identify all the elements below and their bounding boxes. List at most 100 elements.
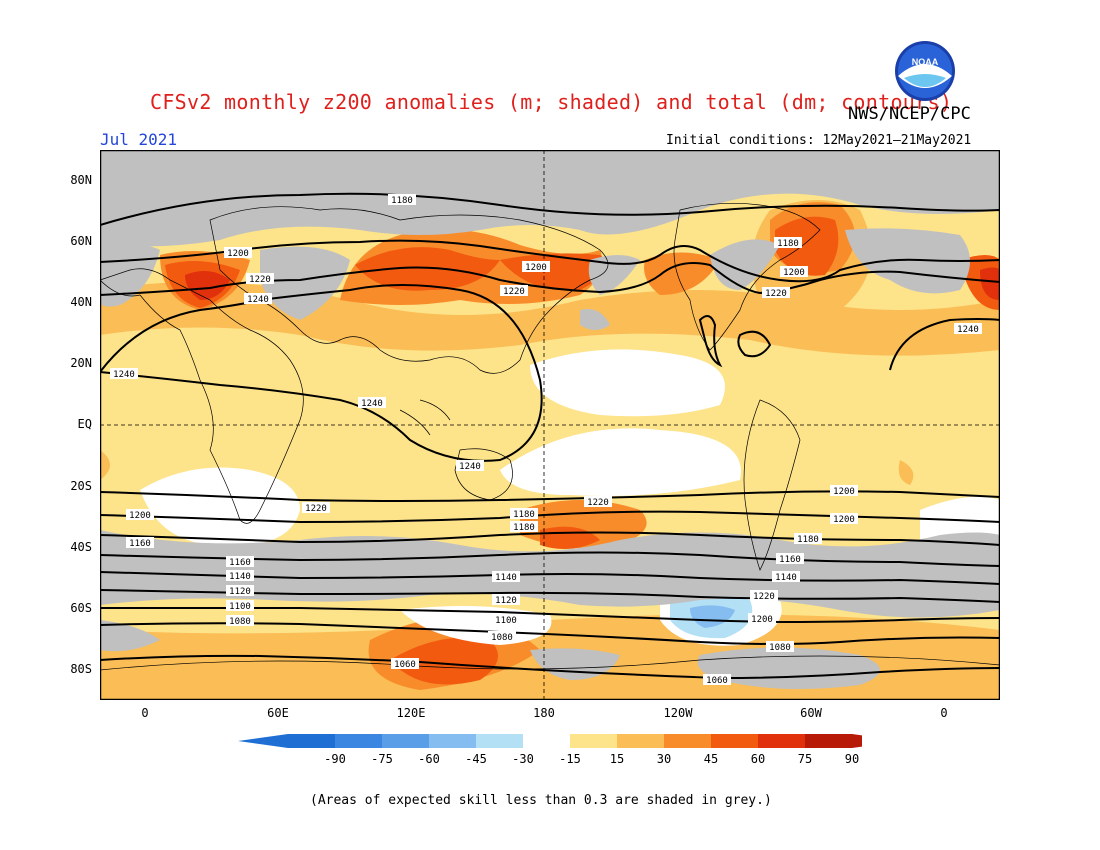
lon-label-0-left: 0 — [141, 706, 149, 720]
contour-label: 1100 — [492, 614, 520, 626]
lat-label-60s: 60S — [70, 601, 92, 615]
contour-label-text: 1140 — [495, 573, 517, 583]
contour-label: 1220 — [584, 496, 612, 508]
initial-conditions: Initial conditions: 12May2021–21May2021 — [666, 133, 972, 148]
contour-label-text: 1240 — [361, 399, 383, 409]
contour-label-text: 1240 — [957, 325, 979, 335]
contour-label: 1080 — [488, 631, 516, 643]
contour-label-text: 1200 — [751, 615, 773, 625]
contour-label: 1240 — [954, 323, 982, 335]
anomaly-region-60-75 — [355, 247, 500, 291]
contour-label-text: 1220 — [587, 498, 609, 508]
contour-label: 1200 — [780, 266, 808, 278]
contour-1200-sh — [100, 510, 1000, 524]
colorbar-swatch — [335, 734, 382, 748]
contour-label-text: 1060 — [394, 660, 416, 670]
contour-1240-gulf — [737, 330, 772, 358]
colorbar-swatch — [711, 734, 758, 748]
coastlines — [100, 203, 1000, 671]
contour-label-text: 1200 — [227, 249, 249, 259]
agency-label: NWS/NCEP/CPC — [848, 104, 971, 124]
map-frame — [100, 150, 1000, 700]
contour-label-text: 1120 — [229, 587, 251, 597]
contour-label-text: 1180 — [513, 523, 535, 533]
noaa-logo-icon: NOAA — [895, 41, 955, 101]
contour-label: 1200 — [224, 247, 252, 259]
lon-label-0-right: 0 — [940, 706, 948, 720]
contour-1200-nh — [100, 239, 1000, 283]
anomaly-region-neutral — [530, 349, 725, 417]
anomaly-region-30-45 — [100, 450, 110, 480]
contour-label-text: 1100 — [229, 602, 251, 612]
colorbar-swatch — [570, 734, 617, 748]
contour-1240-atlantic — [889, 318, 1000, 371]
lat-label-40s: 40S — [70, 540, 92, 554]
map-title: CFSv2 monthly z200 anomalies (m; shaded)… — [150, 90, 953, 114]
colorbar-swatch — [523, 734, 570, 748]
contour-label: 1180 — [774, 237, 802, 249]
contour-label: 1220 — [246, 273, 274, 285]
anomaly-region-75-90 — [980, 267, 1000, 300]
contour-1180-sh — [100, 531, 1000, 546]
contour-label-text: 1080 — [491, 633, 513, 643]
contour-1100-sh — [100, 607, 1000, 623]
colorbar-swatch — [664, 734, 711, 748]
anomaly-region-neutral — [500, 428, 741, 496]
colorbar-arrow-high — [852, 734, 862, 748]
contour-label-text: 1200 — [525, 263, 547, 273]
colorbar-label: -75 — [371, 752, 393, 766]
colorbar-label: -45 — [465, 752, 487, 766]
forecast-month: Jul 2021 — [100, 130, 178, 149]
contour-label-text: 1240 — [247, 295, 269, 305]
contour-label: 1120 — [492, 594, 520, 606]
lat-label-60n: 60N — [70, 234, 92, 248]
contour-label-text: 1200 — [833, 487, 855, 497]
lon-label-180: 180 — [533, 706, 555, 720]
colorbar-label: 60 — [750, 752, 766, 766]
colorbar-label: -30 — [512, 752, 534, 766]
contour-label: 1220 — [750, 590, 778, 602]
contour-label: 1240 — [110, 368, 138, 380]
contour-label-text: 1160 — [779, 555, 801, 565]
contour-label: 1180 — [794, 533, 822, 545]
contour-label-text: 1220 — [249, 275, 271, 285]
contour-label-text: 1200 — [833, 515, 855, 525]
contour-label-text: 1220 — [305, 504, 327, 514]
contour-1220-sh — [100, 490, 1000, 502]
contour-label: 1220 — [500, 285, 528, 297]
contour-label: 1220 — [762, 287, 790, 299]
colorbar-label: 45 — [703, 752, 719, 766]
contour-label-text: 1180 — [391, 196, 413, 206]
contour-label: 1160 — [776, 553, 804, 565]
contour-label: 1060 — [703, 674, 731, 686]
lon-label-120w: 120W — [663, 706, 693, 720]
contour-label: 1160 — [126, 537, 154, 549]
contour-label: 1180 — [510, 508, 538, 520]
lon-label-60w: 60W — [800, 706, 822, 720]
contour-1180-nh — [100, 192, 1000, 226]
colorbar-swatch — [382, 734, 429, 748]
contour-label: 1140 — [226, 570, 254, 582]
contour-label-text: 1220 — [765, 289, 787, 299]
contour-label-text: 1100 — [495, 616, 517, 626]
contour-label-text: 1180 — [513, 510, 535, 520]
contour-label-text: 1200 — [129, 511, 151, 521]
contour-1240-namerica — [698, 315, 723, 368]
anomaly-region-60-75 — [390, 637, 498, 685]
colorbar-label: 90 — [844, 752, 860, 766]
colorbar-label: 75 — [797, 752, 813, 766]
contour-label: 1200 — [830, 485, 858, 497]
colorbar-swatch — [429, 734, 476, 748]
anomaly-region-neutral — [140, 467, 300, 546]
skill-footnote: (Areas of expected skill less than 0.3 a… — [310, 793, 772, 808]
contour-label: 1140 — [492, 571, 520, 583]
contour-1120-sh — [100, 589, 1000, 603]
contour-label: 1220 — [302, 502, 330, 514]
lat-label-80s: 80S — [70, 662, 92, 676]
contour-1060-sh — [100, 654, 1000, 680]
contour-label: 1200 — [748, 613, 776, 625]
contour-label: 1100 — [226, 600, 254, 612]
contour-label-layer: 1180 1200 1220 1240 1200 1220 1180 1200 1220 1240… — [110, 194, 982, 686]
colorbar-swatch — [617, 734, 664, 748]
contour-label-text: 1080 — [229, 617, 251, 627]
